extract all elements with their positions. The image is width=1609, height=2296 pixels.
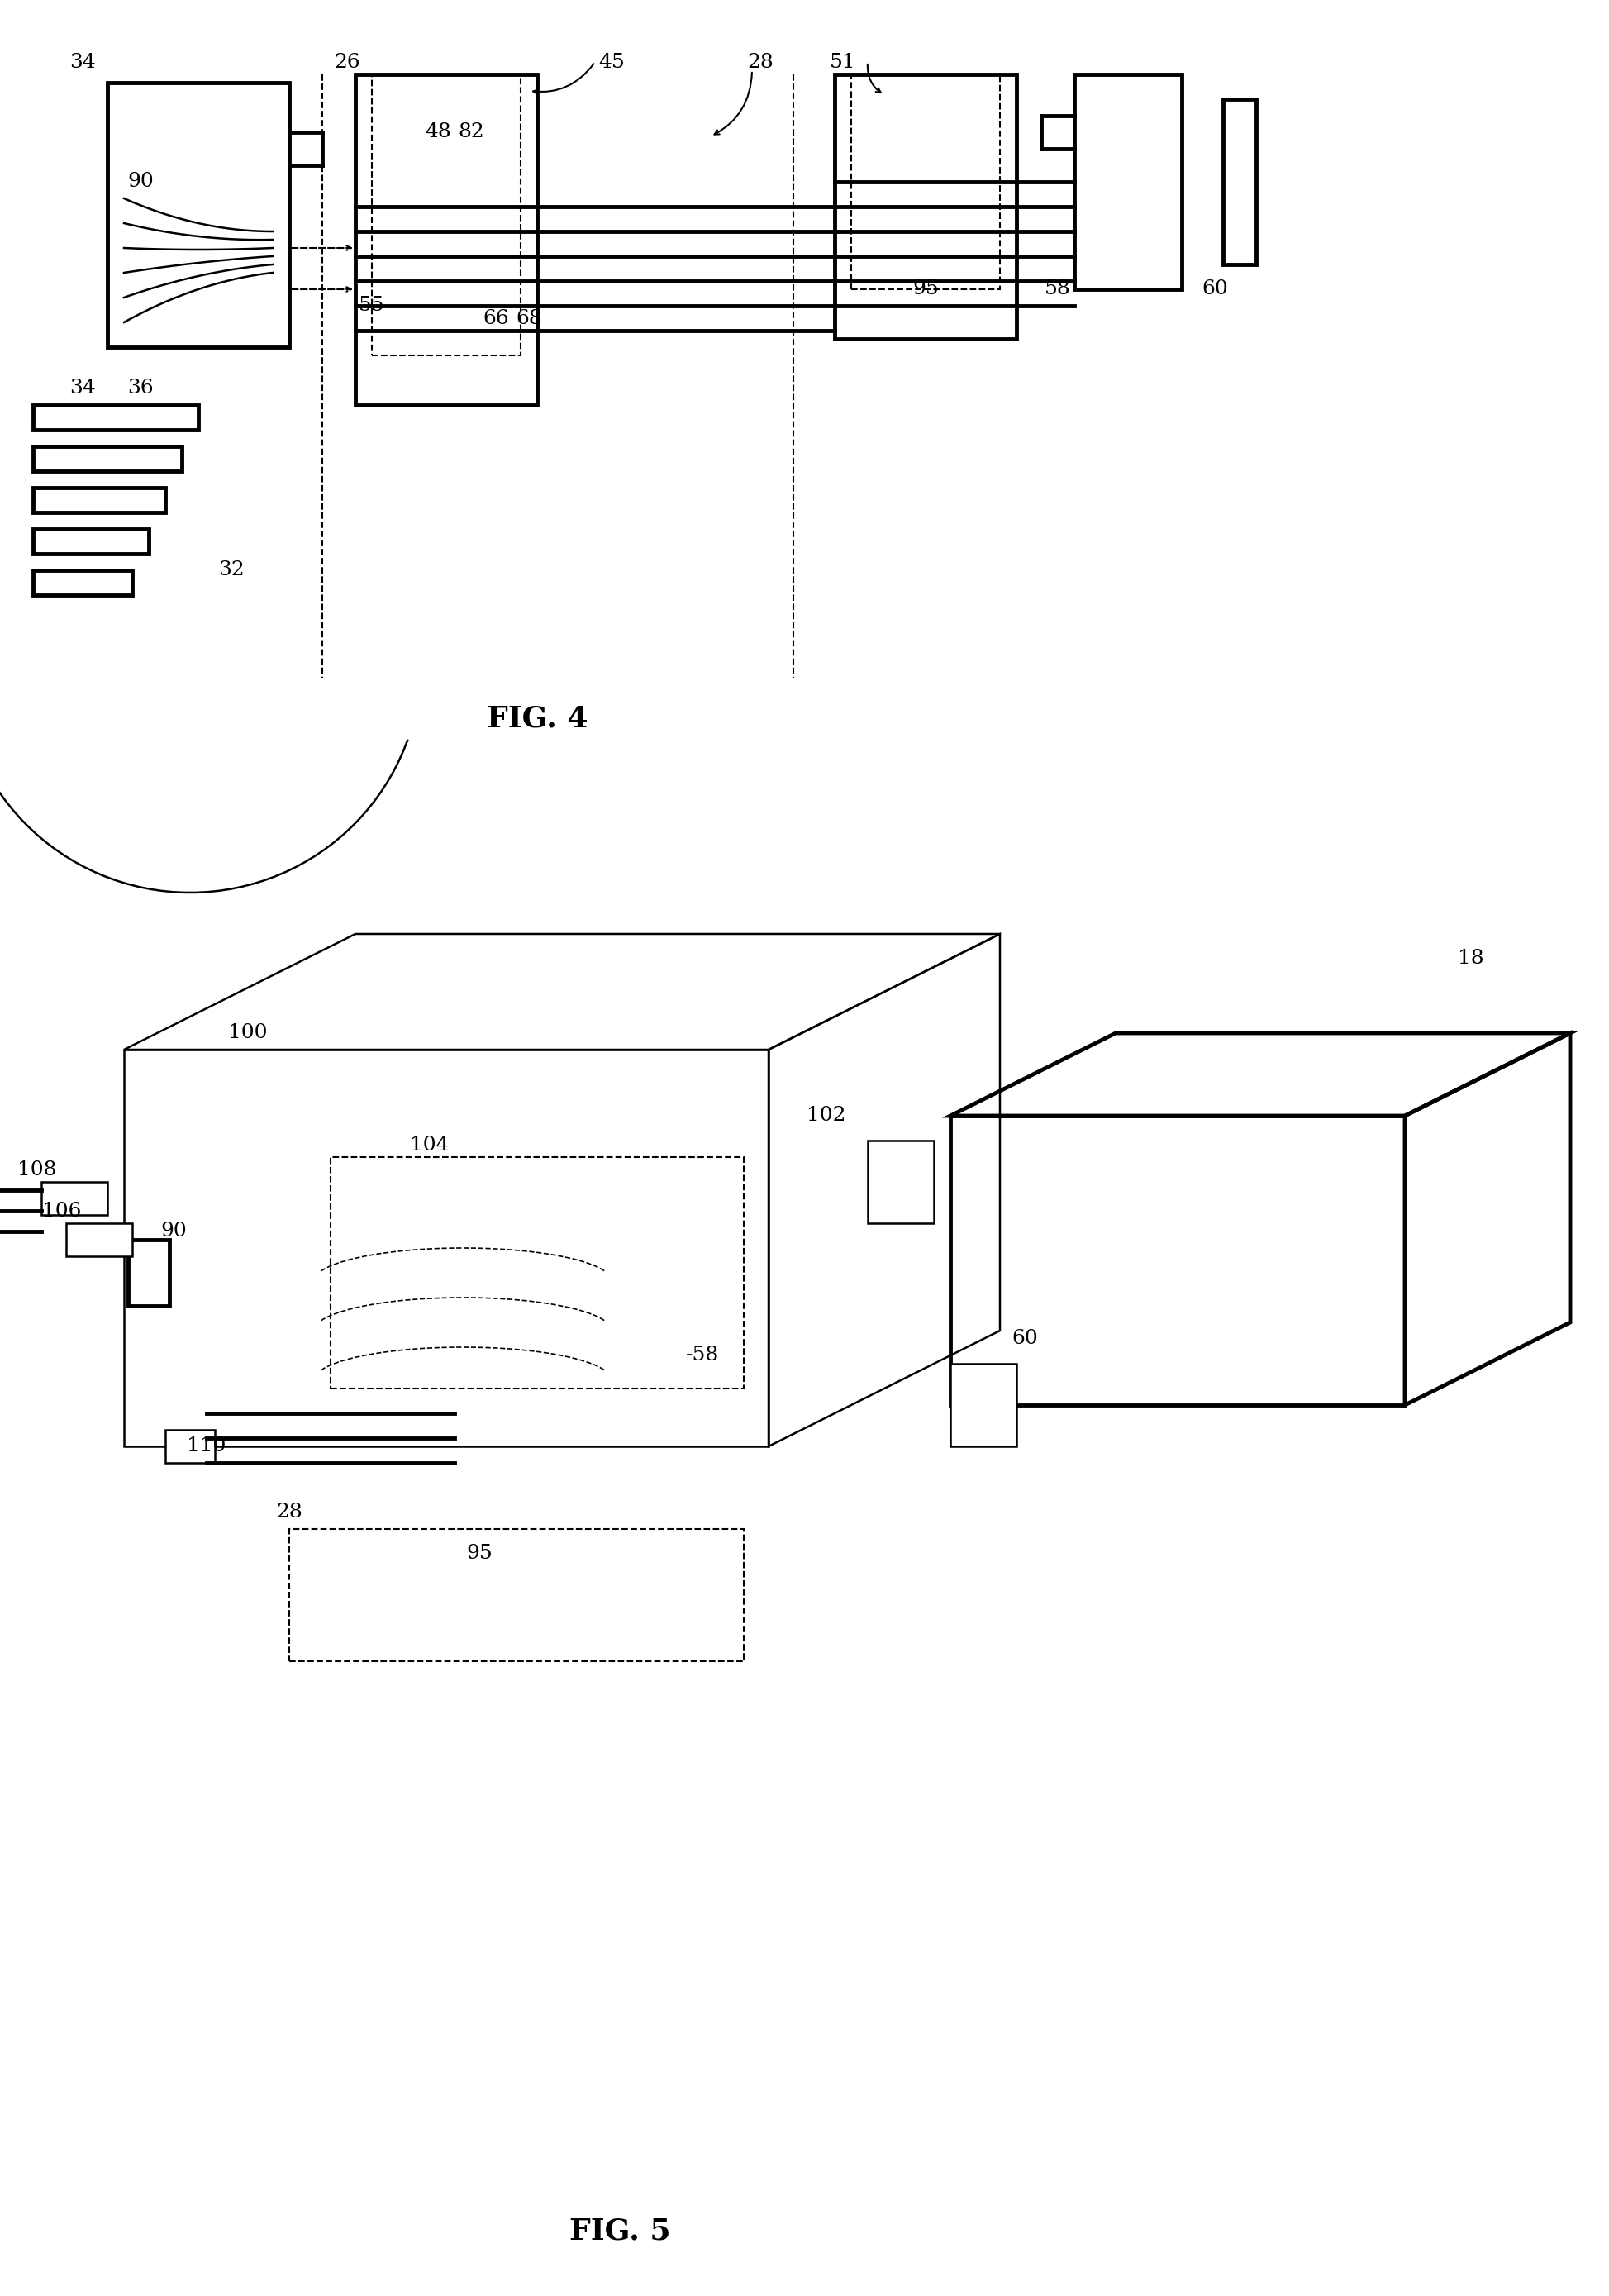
Text: 108: 108 xyxy=(18,1159,56,1178)
Bar xyxy=(34,445,182,471)
Text: 26: 26 xyxy=(335,53,360,71)
Bar xyxy=(34,569,132,595)
Text: 48: 48 xyxy=(425,122,451,142)
Text: 100: 100 xyxy=(228,1024,267,1042)
Text: 18: 18 xyxy=(1458,948,1483,969)
Bar xyxy=(330,1157,743,1389)
Text: 28: 28 xyxy=(277,1504,302,1522)
Text: 66: 66 xyxy=(483,308,508,328)
Text: 34: 34 xyxy=(69,53,97,71)
Text: -58: -58 xyxy=(685,1345,719,1364)
Text: 95: 95 xyxy=(912,280,938,298)
Bar xyxy=(1223,99,1257,264)
Bar xyxy=(867,1141,933,1224)
Bar xyxy=(951,1364,1017,1446)
Text: 36: 36 xyxy=(127,379,153,397)
Text: 55: 55 xyxy=(359,296,385,315)
Bar xyxy=(34,404,198,429)
Text: 90: 90 xyxy=(161,1221,187,1240)
Bar xyxy=(34,528,148,553)
Text: 45: 45 xyxy=(599,53,624,71)
Text: 82: 82 xyxy=(459,122,484,142)
Text: 102: 102 xyxy=(806,1107,846,1125)
Text: FIG. 4: FIG. 4 xyxy=(486,705,587,732)
Bar xyxy=(166,1430,216,1463)
Text: 51: 51 xyxy=(830,53,856,71)
Text: 68: 68 xyxy=(516,308,542,328)
Text: 60: 60 xyxy=(1202,280,1228,298)
Text: 58: 58 xyxy=(1044,280,1072,298)
Text: 34: 34 xyxy=(69,379,97,397)
Text: 104: 104 xyxy=(410,1134,449,1155)
Bar xyxy=(42,1182,108,1215)
Bar xyxy=(1075,73,1181,289)
Text: 32: 32 xyxy=(219,560,245,581)
Text: 95: 95 xyxy=(467,1545,492,1564)
Bar xyxy=(290,1529,743,1662)
Bar xyxy=(34,487,166,512)
Bar xyxy=(129,1240,169,1306)
Text: FIG. 5: FIG. 5 xyxy=(570,2218,671,2245)
Bar xyxy=(835,73,1017,340)
Bar xyxy=(356,73,537,404)
Text: 60: 60 xyxy=(1012,1329,1038,1348)
Bar xyxy=(851,73,999,289)
Text: 110: 110 xyxy=(187,1437,227,1456)
Bar xyxy=(108,83,290,347)
Text: 106: 106 xyxy=(42,1201,82,1219)
Bar xyxy=(66,1224,132,1256)
Text: 28: 28 xyxy=(747,53,774,71)
Bar xyxy=(372,73,521,356)
Text: 90: 90 xyxy=(127,172,153,191)
